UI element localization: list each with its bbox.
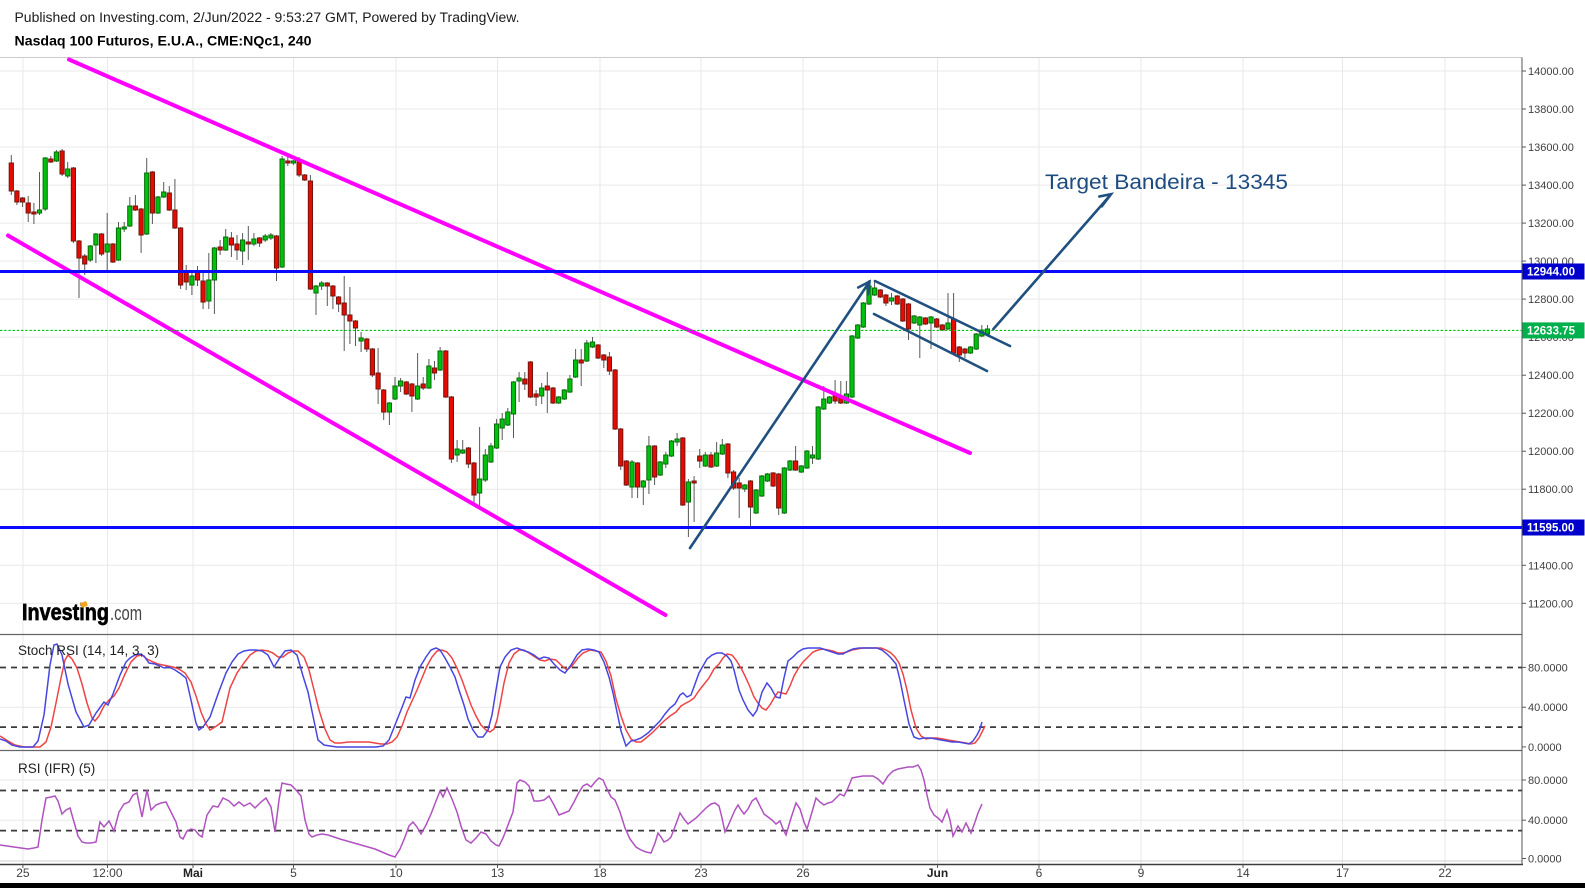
- svg-text:9: 9: [1138, 866, 1145, 880]
- svg-text:12:00: 12:00: [92, 866, 122, 880]
- svg-text:.com: .com: [110, 603, 142, 625]
- svg-text:Jun: Jun: [927, 866, 948, 880]
- svg-text:Nasdaq 100 Futuros, E.U.A., CM: Nasdaq 100 Futuros, E.U.A., CME:NQc1, 24…: [15, 33, 312, 49]
- svg-text:13200.00: 13200.00: [1528, 218, 1574, 230]
- svg-text:23: 23: [694, 866, 708, 880]
- svg-text:12633.75: 12633.75: [1527, 325, 1576, 337]
- svg-text:5: 5: [290, 866, 297, 880]
- svg-text:17: 17: [1336, 866, 1350, 880]
- svg-text:RSI (IFR) (5): RSI (IFR) (5): [18, 761, 95, 776]
- svg-text:18: 18: [593, 866, 607, 880]
- svg-text:80.0000: 80.0000: [1528, 662, 1568, 674]
- svg-text:14: 14: [1236, 866, 1250, 880]
- svg-text:12944.00: 12944.00: [1527, 267, 1575, 279]
- svg-text:25: 25: [16, 866, 30, 880]
- svg-text:26: 26: [796, 866, 810, 880]
- svg-text:11400.00: 11400.00: [1528, 560, 1573, 572]
- svg-text:11595.00: 11595.00: [1527, 523, 1574, 535]
- svg-text:13: 13: [491, 866, 505, 880]
- svg-text:10: 10: [389, 866, 403, 880]
- svg-text:12800.00: 12800.00: [1528, 294, 1574, 306]
- svg-text:14000.00: 14000.00: [1528, 66, 1574, 78]
- svg-text:13400.00: 13400.00: [1528, 180, 1574, 192]
- svg-text:Target Bandeira - 13345: Target Bandeira - 13345: [1045, 171, 1288, 194]
- svg-text:0.0000: 0.0000: [1528, 854, 1562, 866]
- svg-text:0.0000: 0.0000: [1528, 742, 1562, 754]
- svg-text:12000.00: 12000.00: [1528, 446, 1574, 458]
- svg-text:12400.00: 12400.00: [1528, 370, 1574, 382]
- svg-text:Mai: Mai: [183, 866, 203, 880]
- svg-text:11200.00: 11200.00: [1528, 598, 1573, 610]
- svg-text:6: 6: [1036, 866, 1043, 880]
- svg-text:80.0000: 80.0000: [1528, 775, 1568, 787]
- svg-text:11800.00: 11800.00: [1528, 484, 1573, 496]
- svg-text:13600.00: 13600.00: [1528, 142, 1574, 154]
- svg-text:40.0000: 40.0000: [1528, 815, 1568, 827]
- svg-text:Stoch RSI (14, 14, 3, 3): Stoch RSI (14, 14, 3, 3): [18, 643, 159, 658]
- svg-text:12200.00: 12200.00: [1528, 408, 1574, 420]
- svg-text:22: 22: [1438, 866, 1452, 880]
- svg-text:Published on Investing.com, 2/: Published on Investing.com, 2/Jun/2022 -…: [15, 10, 520, 25]
- svg-text:13800.00: 13800.00: [1528, 104, 1574, 116]
- svg-text:Investing: Investing: [22, 599, 109, 625]
- svg-text:40.0000: 40.0000: [1528, 702, 1568, 714]
